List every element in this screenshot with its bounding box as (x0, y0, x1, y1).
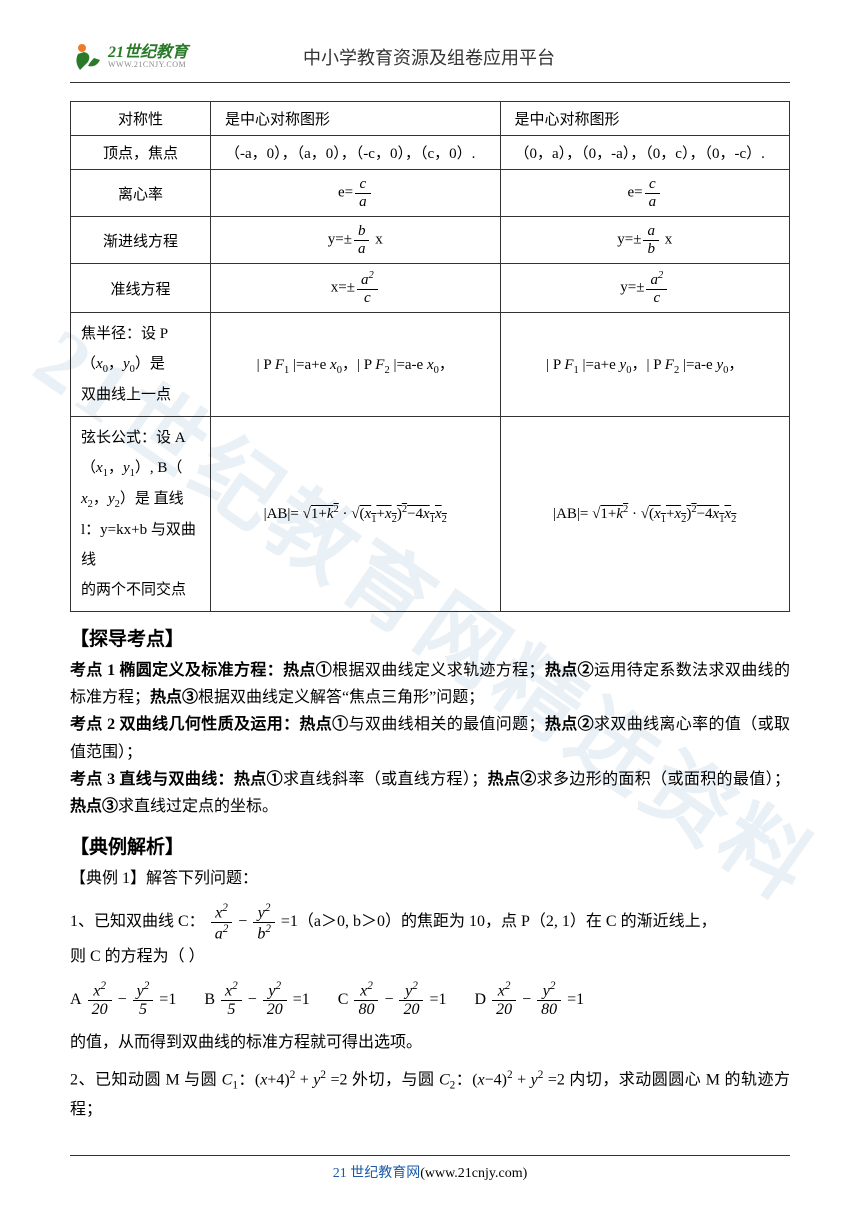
row-col2: |AB|= √1+k2 · √(x1+x2)2−4x1x2 (500, 417, 790, 612)
row-col2: | P F1 |=a+e y0，| P F2 |=a-e y0， (500, 313, 790, 417)
row-col1: | P F1 |=a+e x0，| P F2 |=a-e x0， (211, 313, 501, 417)
row-label: 顶点，焦点 (71, 136, 211, 170)
explore-para: 考点 1 椭圆定义及标准方程：热点①根据双曲线定义求轨迹方程；热点②运用待定系数… (70, 657, 790, 711)
choice-D: D x220 − y280 =1 (475, 980, 585, 1019)
section-exam: 【典例解析】 (70, 832, 790, 859)
logo-cn: 21世纪教育 (108, 45, 188, 61)
table-row: 对称性是中心对称图形是中心对称图形 (71, 102, 790, 136)
exam-q1: 1、已知双曲线 C： x2a2 − y2b2 =1（a＞0, b＞0）的焦距为 … (70, 902, 790, 943)
table-row: 准线方程x=±a2cy=±a2c (71, 264, 790, 313)
table-row: 焦半径：设 P（x0，y0）是双曲线上一点| P F1 |=a+e x0，| P… (71, 313, 790, 417)
row-col2: （0，a），（0，-a），（0，c），（0，-c）. (500, 136, 790, 170)
row-label: 渐进线方程 (71, 217, 211, 264)
choice-B: B x25 − y220 =1 (204, 980, 309, 1019)
q1-prefix: 1、已知双曲线 C： (70, 913, 205, 930)
row-label: 弦长公式：设 A（x1，y1）, B（x2，y2）是 直线l：y=kx+b 与双… (71, 417, 211, 612)
section-explore: 【探导考点】 (70, 624, 790, 651)
properties-table: 对称性是中心对称图形是中心对称图形顶点，焦点（-a，0），（a，0），（-c，0… (70, 101, 790, 612)
footer-brand: 21 世纪教育网 (333, 1166, 421, 1181)
row-label: 对称性 (71, 102, 211, 136)
row-col1: （-a，0），（a，0），（-c，0），（c，0）. (211, 136, 501, 170)
table-row: 离心率e=cae=ca (71, 170, 790, 217)
exam-lead: 【典例 1】解答下列问题： (70, 865, 790, 892)
logo-en: WWW.21CNJY.COM (108, 61, 188, 69)
table-row: 顶点，焦点（-a，0），（a，0），（-c，0），（c，0）.（0，a），（0，… (71, 136, 790, 170)
explore-para: 考点 3 直线与双曲线：热点①求直线斜率（或直线方程）；热点②求多边形的面积（或… (70, 766, 790, 820)
row-label: 焦半径：设 P（x0，y0）是双曲线上一点 (71, 313, 211, 417)
choice-A: A x220 − y25 =1 (70, 980, 176, 1019)
logo-icon (70, 40, 104, 74)
header: 21世纪教育 WWW.21CNJY.COM 中小学教育资源及组卷应用平台 (70, 40, 790, 83)
row-col1: e=ca (211, 170, 501, 217)
row-label: 准线方程 (71, 264, 211, 313)
exam-q2: 2、已知动圆 M 与圆 C1：(x+4)2 + y2 =2 外切，与圆 C2：(… (70, 1066, 790, 1123)
row-col2: y=±a2c (500, 264, 790, 313)
exam-q1-after: 则 C 的方程为（ ） (70, 943, 790, 970)
choice-C: C x280 − y220 =1 (338, 980, 447, 1019)
row-col1: x=±a2c (211, 264, 501, 313)
row-label: 离心率 (71, 170, 211, 217)
header-title: 中小学教育资源及组卷应用平台 (188, 44, 790, 70)
footer-url: (www.21cnjy.com) (420, 1166, 527, 1181)
table-row: 弦长公式：设 A（x1，y1）, B（x2，y2）是 直线l：y=kx+b 与双… (71, 417, 790, 612)
page: 21世纪教育 WWW.21CNJY.COM 中小学教育资源及组卷应用平台 对称性… (0, 0, 860, 1163)
row-col2: 是中心对称图形 (500, 102, 790, 136)
logo: 21世纪教育 WWW.21CNJY.COM (70, 40, 188, 74)
row-col1: |AB|= √1+k2 · √(x1+x2)2−4x1x2 (211, 417, 501, 612)
exam-q1-note: 的值，从而得到双曲线的标准方程就可得出选项。 (70, 1029, 790, 1056)
choices: A x220 − y25 =1 B x25 − y220 =1 C x280 − y… (70, 980, 790, 1019)
row-col1: y=±ba x (211, 217, 501, 264)
table-row: 渐进线方程y=±ba xy=±ab x (71, 217, 790, 264)
row-col1: 是中心对称图形 (211, 102, 501, 136)
q1-equation: x2a2 − y2b2 =1（a＞0, b＞0）的焦距为 10，点 P（2, 1… (209, 913, 717, 930)
explore-para: 考点 2 双曲线几何性质及运用：热点①与双曲线相关的最值问题；热点②求双曲线离心… (70, 711, 790, 765)
row-col2: e=ca (500, 170, 790, 217)
row-col2: y=±ab x (500, 217, 790, 264)
